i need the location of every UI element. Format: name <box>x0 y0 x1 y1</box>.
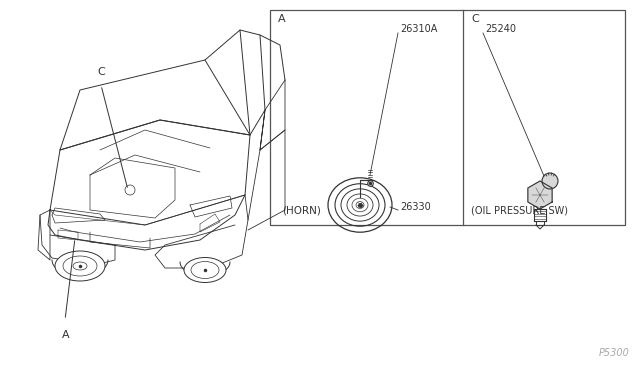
Text: (OIL PRESSURE SW): (OIL PRESSURE SW) <box>471 205 568 215</box>
Ellipse shape <box>184 257 226 282</box>
Bar <box>270 10 625 225</box>
Text: 25240: 25240 <box>485 24 516 34</box>
Text: A: A <box>62 330 70 340</box>
Text: P5300: P5300 <box>599 348 630 358</box>
Text: 26330: 26330 <box>400 202 431 212</box>
Circle shape <box>542 173 558 189</box>
Text: (HORN): (HORN) <box>282 205 321 215</box>
Polygon shape <box>528 181 552 209</box>
Text: C: C <box>97 67 105 77</box>
Ellipse shape <box>55 251 105 281</box>
Text: A: A <box>278 14 285 24</box>
Text: C: C <box>471 14 479 24</box>
Text: 26310A: 26310A <box>400 24 437 34</box>
